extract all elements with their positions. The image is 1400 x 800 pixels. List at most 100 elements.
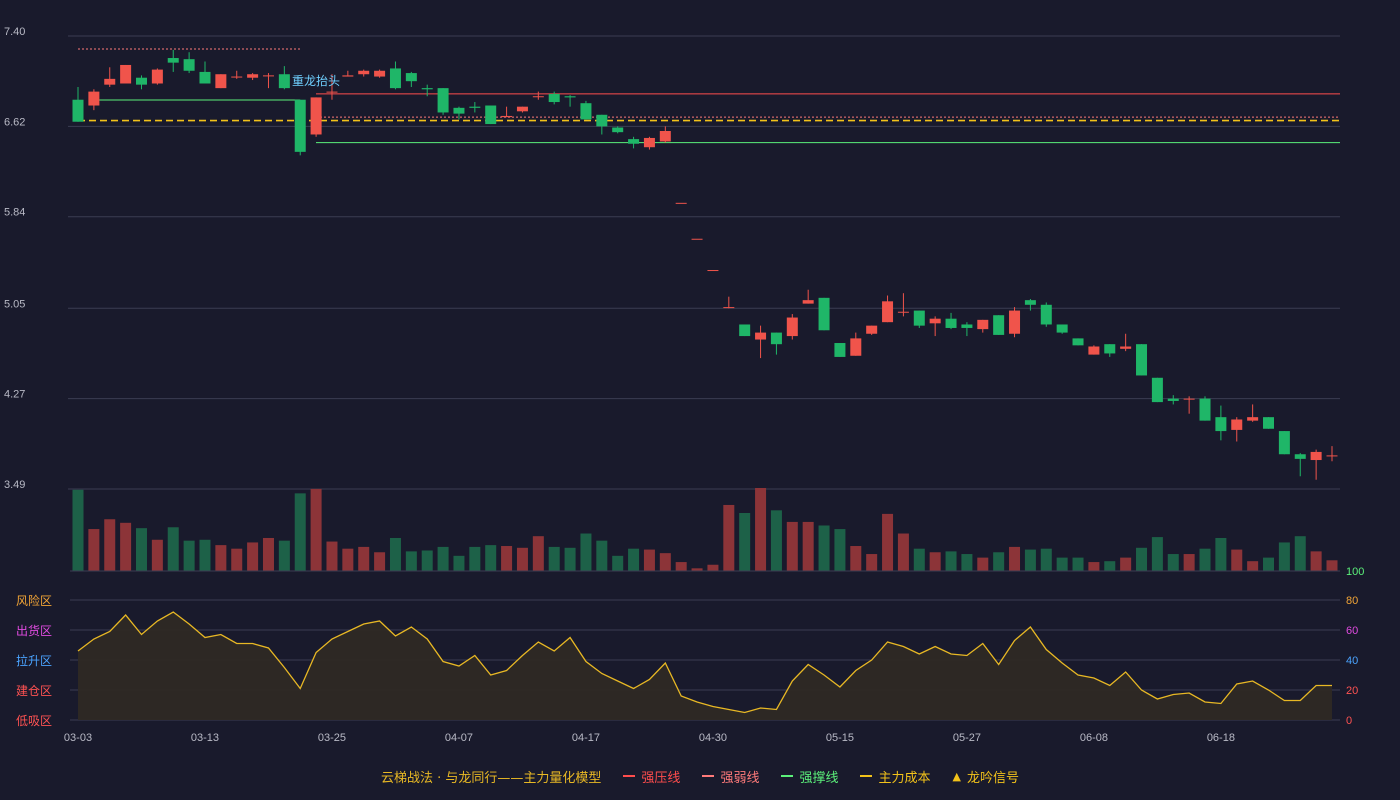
price-tick-label: 5.84: [4, 207, 25, 219]
candle-body: [1263, 417, 1275, 429]
x-tick-label: 06-18: [1207, 732, 1235, 744]
x-tick-label: 05-27: [953, 732, 981, 744]
candle-body: [850, 338, 862, 356]
candle-body: [1326, 455, 1338, 457]
volume-bar: [342, 548, 354, 571]
volume-bar: [929, 552, 941, 571]
volume-bar: [374, 552, 386, 571]
volume-bar: [247, 542, 259, 571]
volume-bar: [802, 521, 814, 571]
volume-bar: [1072, 557, 1084, 571]
candle-body: [834, 343, 846, 357]
volume-bar: [1278, 542, 1290, 571]
volume-bar: [453, 555, 465, 571]
candle-body: [1072, 338, 1084, 346]
volume-bar: [580, 533, 592, 571]
candle-body: [278, 74, 290, 89]
chart-svg: 7.40 6.62 5.84 5.05 4.27 3.49 重龙抬头 100 0 20 40 60 80…: [4, 26, 1364, 744]
volume-bar: [818, 525, 830, 571]
x-tick-label: 03-25: [318, 732, 346, 744]
candle-body: [945, 318, 957, 328]
volume-bar: [675, 562, 687, 571]
candle-body: [961, 324, 973, 328]
volume-bar: [1294, 536, 1306, 571]
volume-axis-label: 100: [1346, 566, 1364, 578]
volume-bar: [739, 512, 751, 571]
zone-label: 建仓区: [16, 684, 52, 698]
volume-bar: [72, 489, 84, 571]
candle-body: [135, 77, 147, 85]
volume-bar: [310, 488, 322, 571]
candle-body: [1024, 300, 1036, 305]
candle-body: [532, 96, 544, 98]
volume-bar: [628, 548, 640, 571]
volume-bar: [977, 557, 989, 571]
legend-dashed-swatch: [860, 775, 873, 777]
volume-bar: [564, 547, 576, 571]
volume-bar: [707, 564, 719, 571]
candle-body: [977, 319, 989, 330]
candle-body: [405, 73, 417, 82]
candle-body: [882, 301, 894, 323]
legend-item: ▲ 龙吟信号: [952, 767, 1018, 786]
candle-body: [755, 332, 767, 340]
candle-body: [1199, 398, 1211, 421]
candle-body: [453, 107, 465, 114]
volume-bar: [358, 546, 370, 571]
candle-body: [485, 105, 497, 125]
legend-label: 云梯战法 · 与龙同行——主力量化模型: [381, 770, 602, 786]
volume-bar: [643, 549, 655, 571]
volume-bar: [612, 555, 624, 571]
volume-bar: [1104, 561, 1116, 571]
volume-bar: [913, 548, 925, 571]
candle-body: [1040, 304, 1052, 325]
price-tick-label: 5.05: [4, 298, 25, 310]
candle-body: [1294, 454, 1306, 459]
candle-body: [437, 88, 449, 113]
volume-bar: [1120, 557, 1132, 571]
volume-bar: [1167, 554, 1179, 571]
candle-body: [262, 75, 274, 77]
candle-body: [580, 103, 592, 120]
candle-body: [770, 332, 782, 345]
oscillator-tick-label: 20: [1346, 685, 1358, 697]
candle-body: [1136, 344, 1148, 376]
price-tick-label: 3.49: [4, 479, 25, 491]
volume-bar: [1326, 560, 1338, 571]
candle-body: [786, 317, 798, 337]
zone-label: 低吸区: [16, 714, 52, 728]
candle-body: [469, 106, 481, 108]
volume-bar: [866, 554, 878, 571]
candle-body: [596, 114, 608, 127]
candle-body: [1009, 310, 1021, 334]
candle-body: [167, 58, 179, 63]
candle-body: [1088, 346, 1100, 355]
candle-body: [739, 324, 751, 337]
volume-bar: [421, 550, 433, 571]
candle-body: [1104, 344, 1116, 354]
candle-body: [628, 139, 640, 144]
volume-bar: [1215, 537, 1227, 571]
candle-body: [389, 68, 401, 89]
volume-bar: [231, 548, 243, 571]
triangle-icon: ▲: [952, 769, 961, 783]
legend-item: 云梯战法 · 与龙同行——主力量化模型: [381, 767, 601, 786]
signal-annotation: 重龙抬头: [292, 74, 340, 88]
volume-bar: [151, 539, 163, 571]
candle-body: [818, 297, 830, 331]
zone-label: 出货区: [16, 623, 52, 638]
volume-bar: [104, 519, 116, 571]
volume-bar: [1151, 537, 1163, 571]
candle-body: [1215, 417, 1227, 432]
volume-bar: [532, 536, 544, 571]
candle-body: [1310, 451, 1322, 461]
candle-body: [993, 315, 1005, 335]
candle-body: [88, 91, 100, 106]
candle-body: [564, 96, 576, 98]
volume-bar: [199, 539, 211, 571]
volume-bar: [723, 504, 735, 571]
volume-bar: [262, 537, 274, 571]
volume-bar: [88, 529, 100, 571]
oscillator-tick-label: 40: [1346, 655, 1358, 667]
